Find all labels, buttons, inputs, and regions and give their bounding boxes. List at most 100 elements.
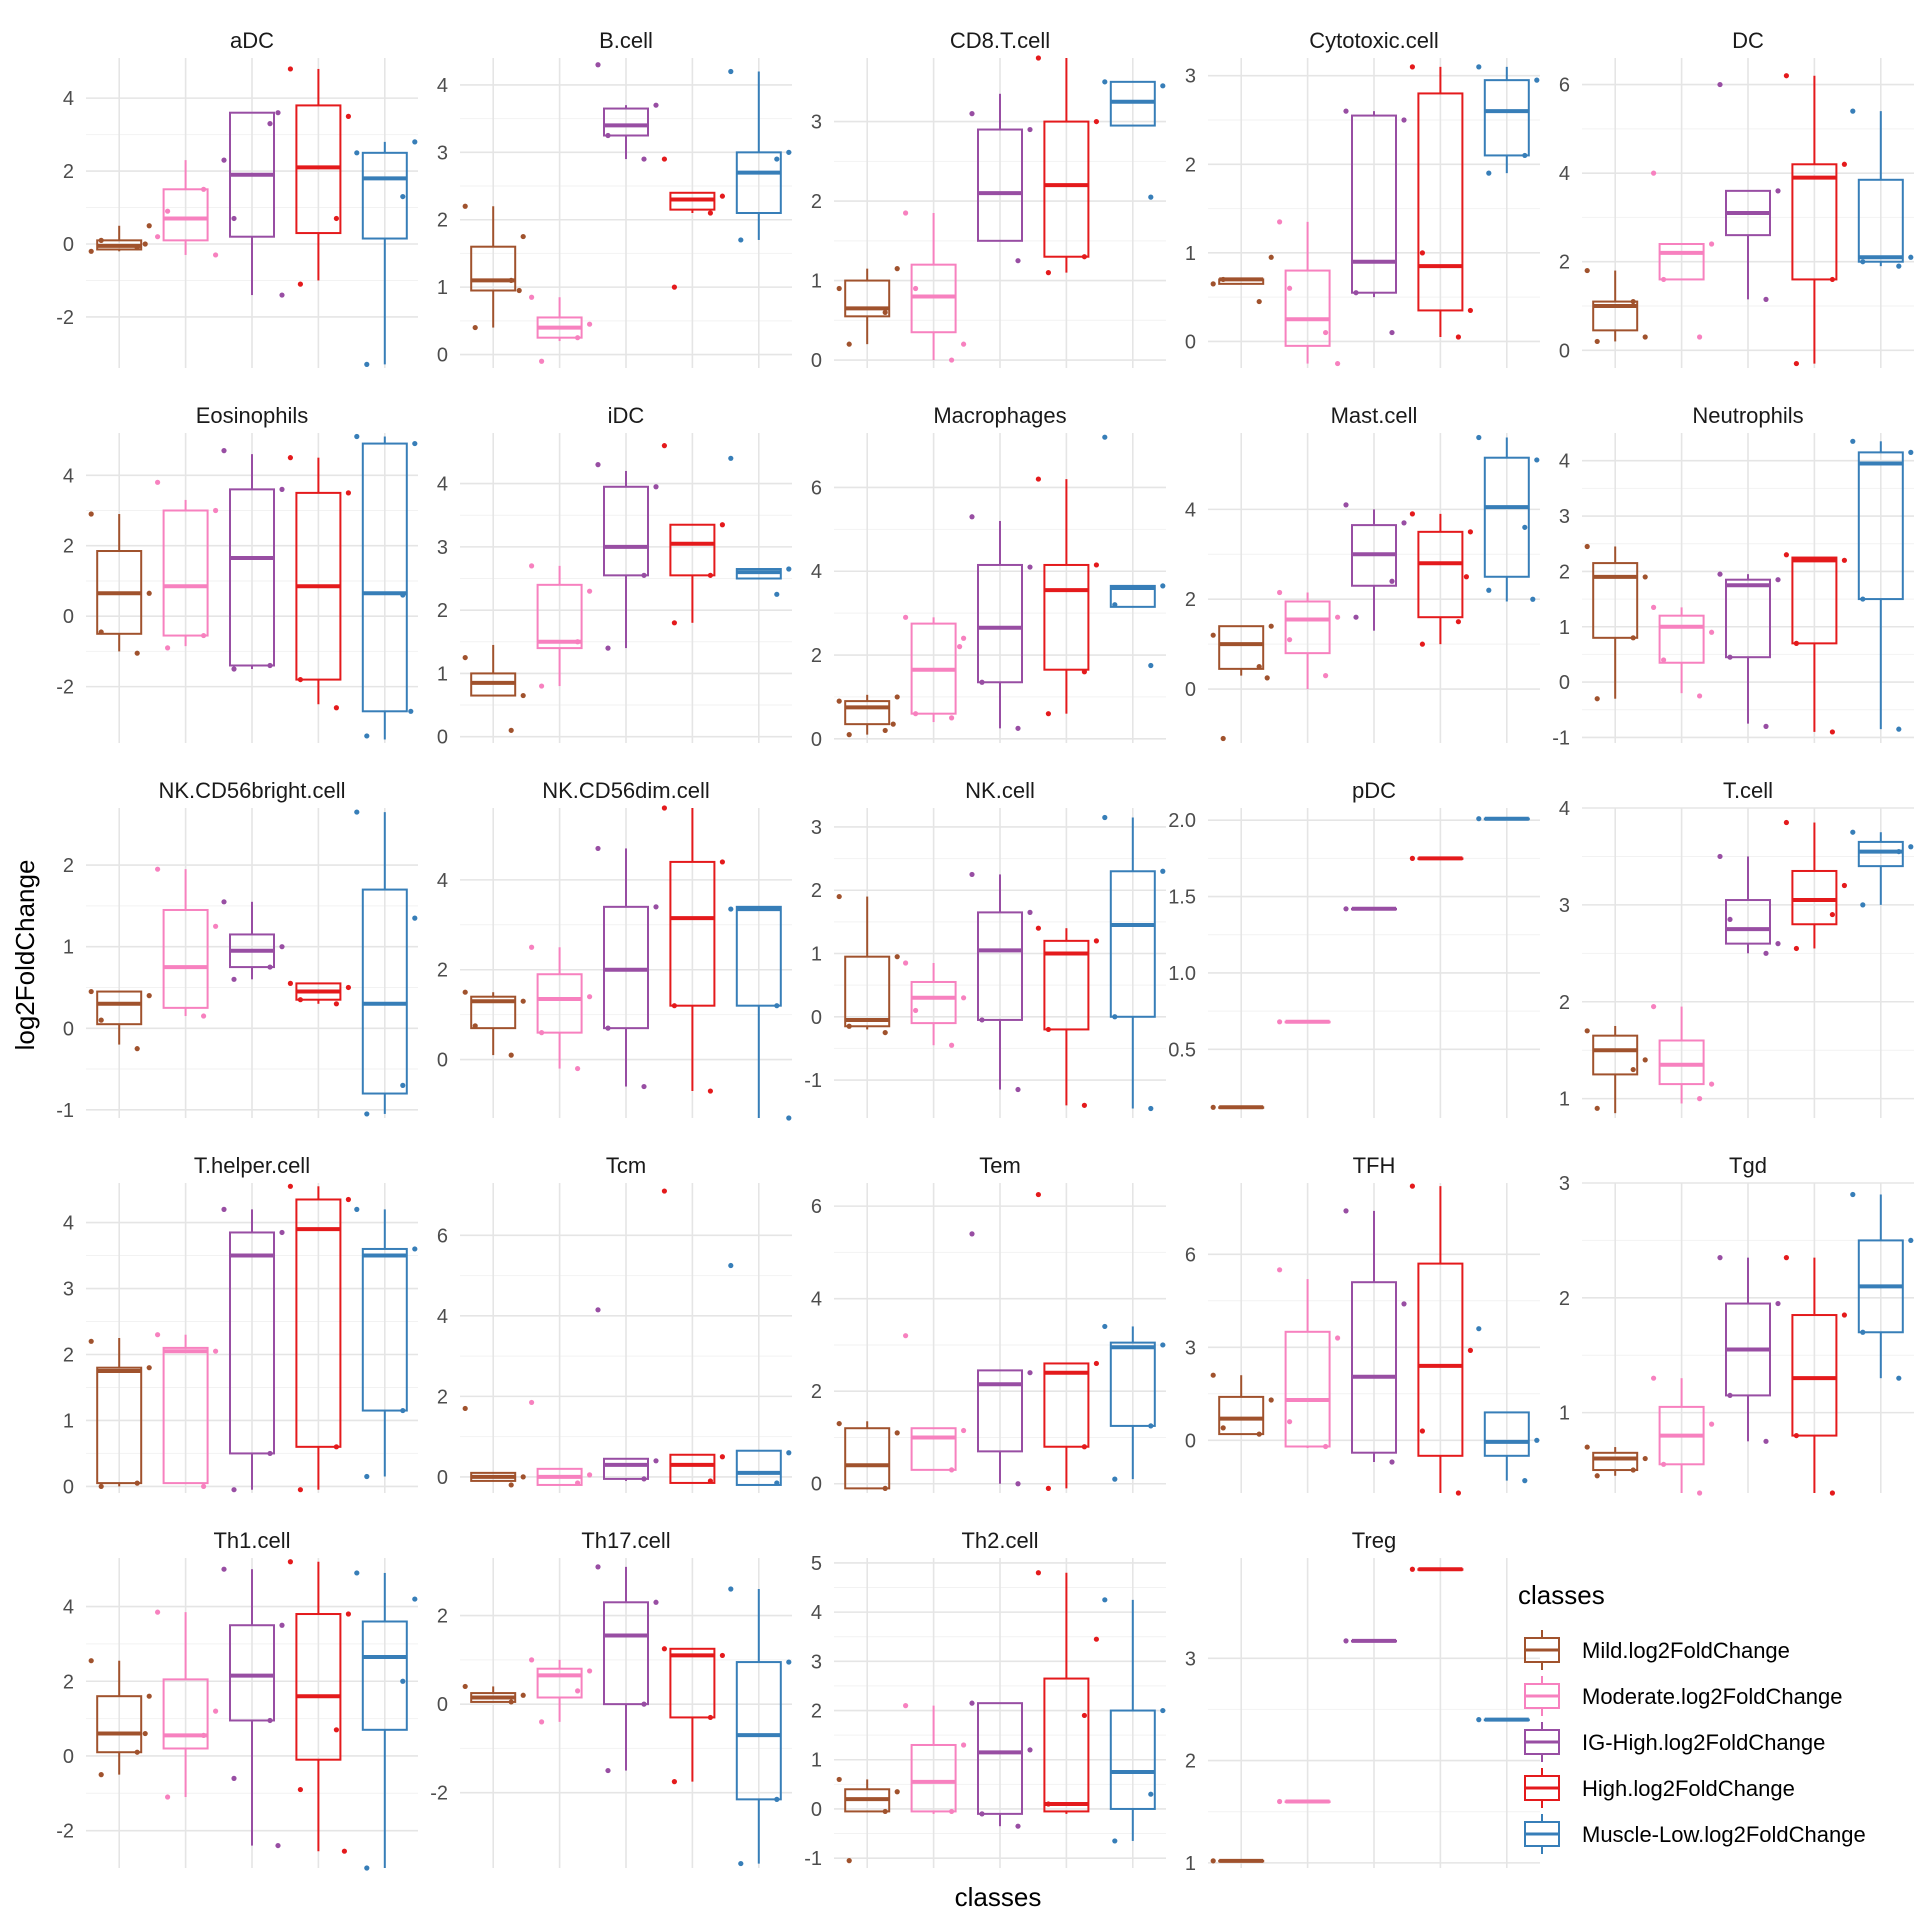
y-tick-label: 0 — [811, 729, 822, 751]
legend-label: Moderate.log2FoldChange — [1582, 1684, 1843, 1709]
data-point — [1783, 73, 1789, 79]
data-point — [267, 1450, 273, 1457]
box-4 — [1035, 1191, 1099, 1491]
y-tick-label: 4 — [437, 1306, 448, 1328]
data-point — [575, 639, 581, 645]
data-point — [1908, 844, 1914, 850]
data-point — [1467, 529, 1473, 535]
y-tick-label: 2 — [437, 210, 448, 232]
y-tick-label: 6 — [811, 477, 822, 499]
data-point — [1642, 574, 1648, 580]
data-point — [894, 1430, 900, 1436]
box-5 — [1476, 64, 1540, 176]
box-1 — [1584, 1025, 1648, 1114]
data-point — [1775, 1300, 1781, 1307]
box-rect — [1417, 1262, 1464, 1457]
box-3 — [1343, 108, 1407, 336]
data-point — [882, 309, 888, 315]
data-point — [969, 514, 975, 520]
data-point — [88, 248, 94, 254]
box-3 — [969, 871, 1033, 1093]
data-point — [98, 629, 104, 635]
y-axis-title: log2FoldChange — [10, 860, 40, 1051]
y-tick-label: 1 — [1185, 1853, 1196, 1875]
data-point — [961, 1742, 967, 1748]
data-point — [1081, 254, 1087, 260]
data-point — [661, 156, 668, 162]
legend-item: Muscle-Low.log2FoldChange — [1524, 1814, 1866, 1854]
data-point — [961, 635, 967, 641]
facet-panel: Eosinophils -2 0 2 4 — [56, 403, 418, 749]
data-point — [1709, 1081, 1715, 1087]
box-rect — [1284, 1330, 1331, 1448]
box-4 — [1783, 819, 1847, 952]
data-point — [882, 1808, 888, 1815]
data-point — [1651, 604, 1657, 610]
data-point — [1277, 589, 1283, 596]
data-point — [719, 1652, 726, 1659]
data-point — [1697, 1096, 1703, 1102]
box-rect — [1351, 114, 1397, 294]
box-rect — [1043, 939, 1090, 1031]
data-point — [1277, 1798, 1283, 1805]
data-point — [1401, 520, 1407, 526]
data-point — [1896, 726, 1902, 732]
data-point — [1287, 637, 1293, 643]
box-3 — [595, 62, 659, 162]
data-point — [333, 1727, 339, 1733]
legend-item: IG-High.log2FoldChange — [1524, 1722, 1825, 1762]
facet-title: Th1.cell — [213, 1528, 290, 1553]
data-point — [1343, 502, 1349, 508]
data-point — [1908, 254, 1914, 260]
y-tick-label: 0 — [1185, 331, 1196, 353]
data-point — [1841, 161, 1847, 167]
data-point — [539, 1719, 545, 1725]
data-point — [1287, 1419, 1293, 1425]
box-4 — [287, 980, 351, 1007]
facet-panel: Mast.cell 0 2 4 — [1185, 403, 1540, 749]
data-point — [267, 662, 273, 669]
data-point — [1277, 219, 1283, 225]
facet-title: Th17.cell — [581, 1528, 670, 1553]
data-point — [913, 285, 919, 292]
facet-panel: TFH 0 3 6 — [1185, 1153, 1540, 1499]
data-point — [333, 215, 339, 222]
data-point — [653, 904, 659, 910]
data-point — [1476, 434, 1482, 441]
data-point — [213, 252, 219, 258]
data-point — [979, 1017, 985, 1023]
data-point — [575, 1688, 581, 1694]
data-point — [155, 479, 161, 485]
data-point — [412, 915, 418, 921]
data-point — [345, 1196, 351, 1203]
data-point — [1035, 1570, 1041, 1576]
box-rect — [844, 955, 891, 1028]
facet-title: Cytotoxic.cell — [1309, 28, 1439, 53]
box-1 — [836, 893, 900, 1036]
y-tick-label: 2 — [1559, 1288, 1570, 1310]
data-point — [354, 433, 360, 440]
box-5 — [1476, 1717, 1530, 1723]
box-rect — [162, 1678, 209, 1750]
data-point — [641, 1701, 647, 1707]
facet-panel: NK.cell -1 0 1 2 3 — [804, 778, 1166, 1124]
data-point — [707, 572, 714, 578]
data-point — [1522, 152, 1528, 159]
data-point — [1027, 1747, 1033, 1753]
box-2 — [903, 960, 967, 1048]
data-point — [1045, 1485, 1051, 1491]
box-4 — [287, 1559, 351, 1854]
box-rect — [1284, 600, 1331, 655]
box-4 — [1035, 476, 1099, 717]
box-5 — [1850, 108, 1914, 269]
data-point — [412, 1596, 418, 1602]
box-rect — [977, 911, 1023, 1021]
data-point — [1335, 1335, 1341, 1341]
data-point — [1896, 263, 1902, 269]
data-point — [1210, 281, 1216, 287]
y-tick-label: 4 — [1559, 451, 1570, 473]
y-tick-label: -2 — [56, 307, 74, 329]
facet-title: aDC — [230, 28, 274, 53]
data-point — [949, 1042, 955, 1048]
box-2 — [155, 160, 219, 258]
